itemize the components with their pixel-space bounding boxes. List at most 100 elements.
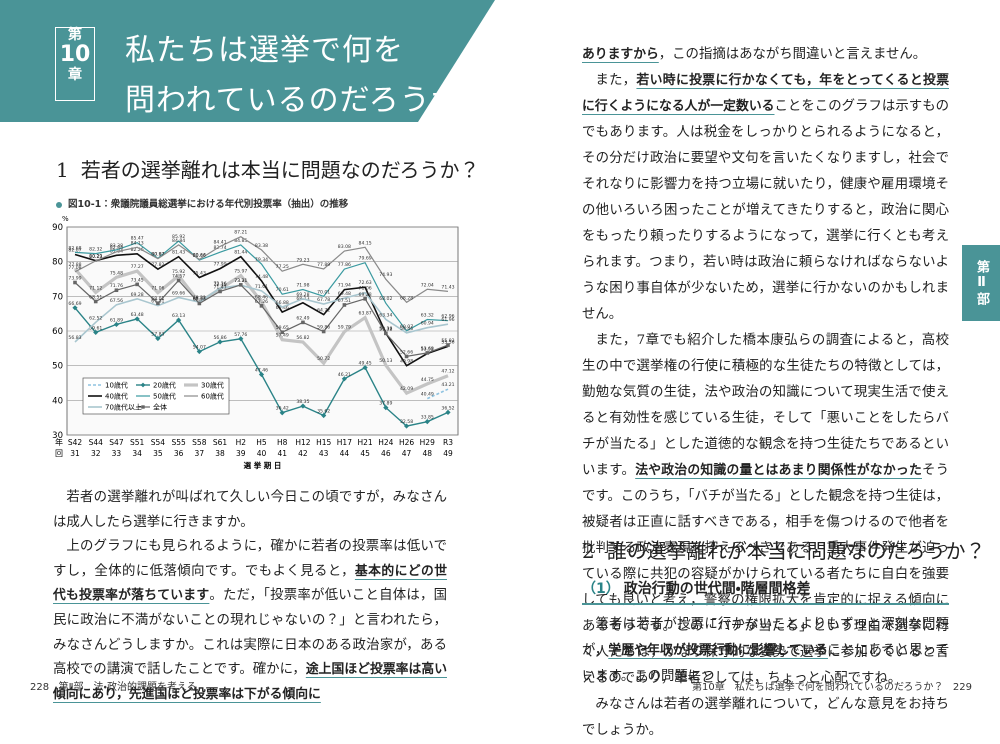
x-top-label: 年 [55, 437, 63, 447]
data-label: 59.79 [338, 325, 351, 331]
data-label: 54.07 [193, 345, 206, 351]
legend-label: 全体 [153, 403, 167, 412]
legend-label: 10歳代 [105, 381, 128, 390]
data-label: 67.56 [110, 298, 123, 304]
point-marker [93, 299, 98, 304]
x-tick-sub-label: 42 [298, 449, 308, 458]
data-label: 55.93 [441, 338, 454, 344]
data-label: 61.96 [441, 317, 454, 323]
data-label: 42.09 [400, 386, 413, 392]
section-heading: 1 若者の選挙離れは本当に問題なのだろうか？ [56, 156, 480, 184]
data-label: 63.34 [379, 312, 392, 318]
figure-caption: 図10-1：衆議院議員総選挙における年代別投票率（抽出）の推移 [56, 196, 348, 210]
running-head: 第Ⅱ部 法・政治的課題を考える [58, 682, 197, 693]
section-number: 2 [582, 539, 595, 563]
point-marker [300, 403, 306, 409]
data-label: 68.28 [193, 295, 206, 301]
x-tick-label: H12 [295, 438, 310, 447]
x-tick-label: H15 [316, 438, 331, 447]
running-head: 第10章 私たちは選挙で何を問われているのだろうか？ [692, 682, 944, 693]
footer: 228 第Ⅱ部 法・政治的課題を考える [30, 678, 197, 693]
x-tick-sub-label: 44 [340, 449, 350, 458]
point-marker [156, 301, 160, 306]
y-tick-label: 90 [52, 223, 63, 233]
data-label: 77.25 [276, 264, 289, 270]
emphasis: ありますから [582, 47, 659, 62]
x-tick-label: H5 [256, 438, 267, 447]
x-tick-sub-label: 35 [153, 449, 163, 458]
data-label: 79.23 [296, 257, 309, 263]
data-label: 77.88 [68, 262, 81, 268]
x-tick-sub-label: 41 [277, 449, 287, 458]
data-label: 73.21 [234, 278, 247, 284]
point-marker [446, 343, 450, 347]
point-marker [383, 405, 389, 411]
data-label: 67.26 [255, 299, 268, 305]
legend-box [82, 377, 230, 415]
data-label: 81.43 [172, 250, 185, 256]
y-tick-label: 80 [52, 258, 63, 268]
series-line [73, 267, 449, 396]
series-line [74, 284, 449, 343]
paragraph: ありますから，この指摘はあながち間違いと言えません。 [582, 42, 949, 68]
paragraph: 筆者は若者が投票に行かないことよりもずっと深刻な問題が，学歴や年収が投票行動に影… [582, 612, 949, 690]
point-marker [280, 330, 285, 335]
footer: 第10章 私たちは選挙で何を問われているのだろうか？ 229 [692, 678, 972, 693]
chapter-mark: 第 10 章 [55, 27, 95, 101]
point-marker [113, 321, 120, 328]
x-tick-label: H24 [378, 438, 393, 447]
emphasis: 法や政治の知識の量とはあまり関係性がなかった [635, 463, 922, 478]
data-label: 73.31 [234, 278, 247, 284]
data-label: 66.88 [276, 300, 289, 306]
point-marker [384, 331, 388, 336]
data-label: 71.94 [338, 283, 351, 289]
series-line [74, 236, 449, 304]
text-run: また，7章でも紹介した橋本康弘らの調査によると，高校生の中で選挙権の行使に積極的… [582, 333, 949, 478]
subsection-number: （1） [582, 581, 620, 597]
data-label: 75.43 [193, 271, 206, 277]
data-label: 71.98 [296, 282, 309, 288]
legend-label: 20歳代 [153, 381, 176, 390]
series-line [426, 388, 449, 400]
data-label: 56.82 [296, 335, 309, 341]
text-run: 若者の選挙離れが叫ばれて久しい今日この頃ですが，みなさんは成人したら選挙に行きま… [53, 490, 447, 530]
point-marker [362, 364, 368, 371]
data-label: 84.15 [359, 240, 372, 246]
chapter-suffix: 章 [68, 66, 82, 83]
chapter-number: 10 [59, 42, 91, 68]
data-label: 72.04 [421, 282, 434, 288]
data-label: 77.08 [68, 265, 81, 271]
x-tick-label: H2 [236, 438, 247, 447]
x-tick-sub-label: 40 [257, 449, 267, 458]
x-tick-sub-label: 48 [423, 449, 433, 458]
x-tick-label: S42 [68, 438, 83, 447]
data-label: 40.49 [421, 392, 434, 398]
chart: 30 40 50 60 70 80 90% 年回 S42 31 S44 32 S47 33 S51 34 S54… [52, 215, 459, 470]
data-label: 59.38 [379, 326, 392, 332]
data-label: 84.41 [213, 239, 226, 245]
data-label: 70.01 [317, 289, 330, 295]
x-tick-sub-label: 49 [443, 449, 453, 458]
data-label: 72.15 [213, 282, 226, 288]
paragraph: みなさんは若者の選挙離れについて，どんな意見をお持ちでしょうか。 [582, 692, 949, 744]
data-label: 52.66 [400, 349, 413, 355]
section-number: 1 [56, 158, 69, 182]
data-label: 68.01 [151, 296, 164, 302]
data-label: 69.28 [296, 292, 309, 298]
data-label: 75.48 [110, 270, 123, 276]
point-marker [258, 371, 265, 378]
legend: 10歳代 20歳代 30歳代 40歳代 50歳代 60歳代 70歳代以上 全体 [82, 377, 230, 415]
data-label: 77.27 [131, 264, 144, 270]
x-tick-sub-label: 37 [195, 449, 205, 458]
x-tick-label: R3 [443, 438, 453, 447]
x-tick-sub-label: 34 [132, 449, 142, 458]
x-tick-label: S58 [192, 438, 207, 447]
x-tick-sub-label: 45 [360, 449, 370, 458]
data-label: 72.63 [359, 280, 372, 286]
data-label: 53.52 [421, 346, 434, 352]
data-label: 47.12 [441, 369, 454, 375]
point-marker [114, 288, 119, 293]
paragraph: 若者の選挙離れが叫ばれて久しい今日この頃ですが，みなさんは成人したら選挙に行きま… [53, 486, 447, 535]
x-tick-sub-label: 32 [91, 449, 101, 458]
point-marker [279, 410, 285, 416]
